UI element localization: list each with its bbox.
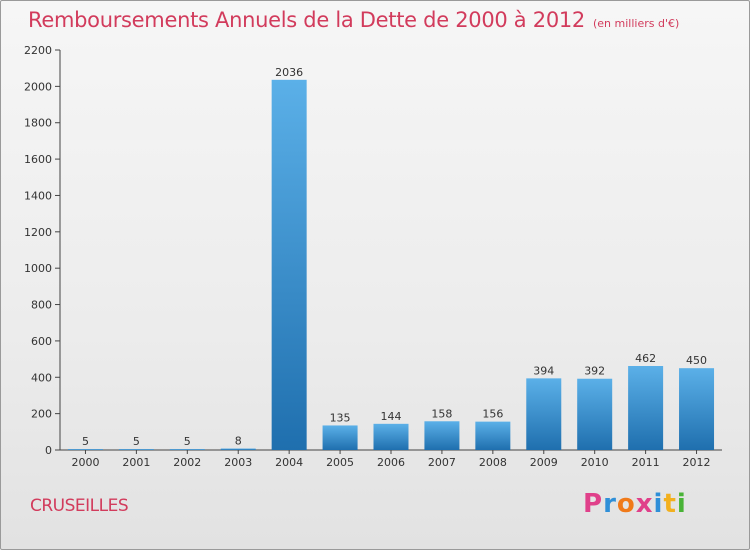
bar bbox=[424, 421, 460, 450]
x-tick-label: 2002 bbox=[173, 456, 201, 469]
x-tick-label: 2011 bbox=[632, 456, 660, 469]
bar bbox=[118, 449, 154, 450]
bar-value-label: 2036 bbox=[275, 66, 303, 79]
chart-title: Remboursements Annuels de la Dette de 20… bbox=[28, 8, 679, 32]
y-tick-label: 1800 bbox=[24, 117, 52, 130]
logo-letter: t bbox=[663, 489, 677, 519]
proxiti-logo[interactable]: Proxiti bbox=[583, 489, 687, 519]
x-tick-label: 2008 bbox=[479, 456, 507, 469]
bar bbox=[169, 449, 205, 450]
bar-value-label: 394 bbox=[533, 364, 554, 377]
y-tick-label: 1000 bbox=[24, 262, 52, 275]
bar bbox=[577, 378, 613, 450]
chart-axes: 0 200 400 600 800 1000 1200 1400 1600 1800 2000 220… bbox=[24, 44, 722, 457]
bar-value-label: 5 bbox=[133, 435, 140, 448]
bar bbox=[679, 368, 715, 450]
x-tick-label: 2010 bbox=[581, 456, 609, 469]
x-tick-label: 2009 bbox=[530, 456, 558, 469]
bar bbox=[271, 79, 307, 451]
x-tick-label: 2012 bbox=[683, 456, 711, 469]
y-tick-label: 400 bbox=[31, 371, 52, 384]
bar bbox=[373, 423, 409, 450]
x-tick-label: 2006 bbox=[377, 456, 405, 469]
x-tick-label: 2000 bbox=[71, 456, 99, 469]
x-tick-label: 2001 bbox=[122, 456, 150, 469]
bar-value-label: 450 bbox=[686, 354, 707, 367]
logo-letter: i bbox=[653, 489, 664, 519]
bar bbox=[220, 448, 256, 450]
bar-value-label: 392 bbox=[584, 365, 605, 378]
bar-value-label: 144 bbox=[381, 410, 402, 423]
y-tick-label: 200 bbox=[31, 408, 52, 421]
x-tick-label: 2004 bbox=[275, 456, 303, 469]
bar-value-label: 462 bbox=[635, 352, 656, 365]
bar-value-label: 5 bbox=[184, 435, 191, 448]
bar bbox=[67, 449, 103, 450]
bar-value-label: 156 bbox=[482, 408, 503, 421]
bar-value-label: 158 bbox=[431, 407, 452, 420]
bar-value-label: 8 bbox=[235, 435, 242, 448]
y-tick-label: 2200 bbox=[24, 44, 52, 57]
y-tick-label: 1400 bbox=[24, 189, 52, 202]
logo-letter: r bbox=[603, 489, 617, 519]
city-name: CRUSEILLES bbox=[30, 496, 129, 516]
y-tick-label: 1200 bbox=[24, 226, 52, 239]
bar bbox=[322, 425, 358, 450]
chart-labels: 5 2000 5 2001 5 2002 8 2003 2036 2004 135 2005 144 20… bbox=[71, 66, 710, 469]
y-tick-label: 2000 bbox=[24, 80, 52, 93]
logo-letter: i bbox=[676, 489, 687, 519]
chart-bars bbox=[67, 79, 715, 451]
x-tick-label: 2003 bbox=[224, 456, 252, 469]
bar-value-label: 135 bbox=[330, 411, 351, 424]
bar bbox=[475, 421, 511, 450]
logo-letter: x bbox=[635, 489, 654, 519]
bar bbox=[628, 366, 664, 450]
chart-unit: (en milliers d'€) bbox=[593, 17, 680, 30]
y-tick-label: 0 bbox=[45, 444, 52, 457]
bar-value-label: 5 bbox=[82, 435, 89, 448]
y-tick-label: 800 bbox=[31, 299, 52, 312]
logo-letter: o bbox=[616, 489, 636, 519]
y-tick-label: 600 bbox=[31, 335, 52, 348]
bar bbox=[526, 378, 562, 450]
logo-letter: P bbox=[583, 489, 604, 519]
x-tick-label: 2005 bbox=[326, 456, 354, 469]
x-tick-label: 2007 bbox=[428, 456, 456, 469]
title-text: Remboursements Annuels de la Dette de 20… bbox=[28, 8, 585, 32]
y-tick-label: 1600 bbox=[24, 153, 52, 166]
